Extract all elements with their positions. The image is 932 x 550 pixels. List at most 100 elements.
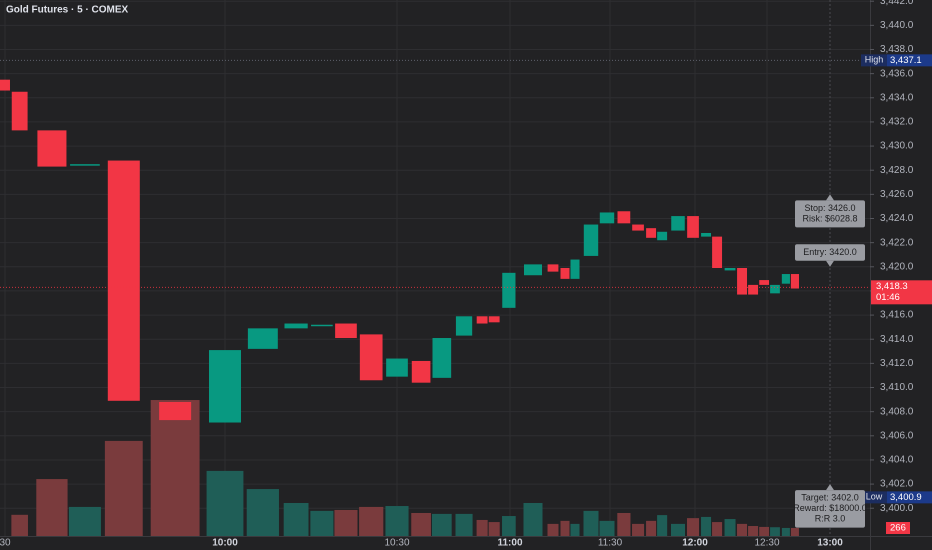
volume-bar bbox=[36, 479, 68, 536]
high-badge bbox=[861, 54, 887, 67]
candle-body bbox=[687, 216, 699, 238]
x-tick-label: 12:30 bbox=[754, 538, 779, 549]
candle-body bbox=[657, 231, 668, 241]
candle-body bbox=[488, 316, 500, 323]
volume-bar bbox=[411, 512, 431, 536]
y-tick-label: 3,440.0 bbox=[880, 20, 914, 31]
candle-body bbox=[570, 259, 580, 279]
volume-bar bbox=[737, 523, 748, 536]
y-tick-label: 3,432.0 bbox=[880, 117, 914, 128]
target-box bbox=[795, 490, 865, 528]
volume-bar bbox=[310, 510, 334, 536]
candle-body bbox=[455, 316, 473, 336]
candle-body bbox=[247, 328, 278, 349]
candle-body bbox=[209, 350, 241, 423]
high-value: 3,437.1 bbox=[890, 55, 922, 66]
candle-body bbox=[790, 274, 799, 289]
y-tick-label: 3,410.0 bbox=[880, 382, 914, 393]
volume-bar bbox=[646, 520, 657, 536]
low-value: 3,400.9 bbox=[890, 492, 922, 503]
y-tick-label: 3,404.0 bbox=[880, 455, 914, 466]
candle-body bbox=[724, 268, 736, 271]
volume-bar bbox=[657, 515, 668, 536]
y-tick-label: 3,400.0 bbox=[880, 503, 914, 514]
target-text: Reward: $18000.0 bbox=[793, 503, 867, 513]
volume-bar bbox=[781, 527, 790, 536]
volume-bar bbox=[246, 489, 279, 536]
candle-body bbox=[411, 360, 431, 383]
stop-text: Risk: $6028.8 bbox=[802, 213, 857, 223]
candle-body bbox=[737, 268, 748, 295]
volume-bar bbox=[770, 527, 780, 536]
volume-bar bbox=[560, 520, 570, 536]
candle-body bbox=[0, 79, 10, 91]
last-volume-badge bbox=[886, 522, 910, 534]
x-tick-label: 12:00 bbox=[682, 538, 708, 549]
volume-bar bbox=[599, 520, 615, 536]
volume-bar bbox=[206, 470, 244, 536]
candle-body bbox=[11, 91, 28, 131]
volume-bar bbox=[431, 513, 452, 536]
plot-area bbox=[0, 79, 799, 536]
y-tick-label: 3,416.0 bbox=[880, 310, 914, 321]
volume-bar bbox=[150, 400, 200, 536]
candle-body bbox=[432, 338, 452, 378]
volume-bar bbox=[455, 513, 473, 536]
x-tick-label: 13:00 bbox=[817, 538, 843, 549]
volume-bar bbox=[701, 516, 712, 536]
last-price-badge bbox=[871, 280, 932, 305]
candle-body bbox=[712, 236, 723, 268]
grid bbox=[0, 0, 870, 536]
x-tick-label: 11:00 bbox=[497, 538, 522, 549]
x-tick-label: 30 bbox=[0, 538, 11, 549]
candle-body bbox=[335, 323, 357, 339]
entry-box bbox=[795, 244, 865, 261]
y-tick-label: 3,408.0 bbox=[880, 406, 914, 417]
candle-body bbox=[524, 264, 542, 276]
candle-body bbox=[502, 272, 516, 308]
chart-title: Gold Futures · 5 · COMEX bbox=[6, 5, 129, 16]
candle-body bbox=[359, 334, 383, 381]
volume-bar bbox=[687, 518, 700, 536]
volume-bar bbox=[632, 523, 645, 536]
candle-body bbox=[617, 211, 631, 224]
volume-bar bbox=[359, 506, 384, 536]
target-pointer bbox=[826, 484, 834, 491]
y-tick-label: 3,438.0 bbox=[880, 44, 914, 55]
volume-bar bbox=[385, 506, 409, 536]
candle-body bbox=[646, 228, 657, 238]
low-label: Low bbox=[866, 492, 883, 502]
volume-bar bbox=[724, 519, 736, 536]
y-tick-label: 3,436.0 bbox=[880, 68, 914, 79]
candle-body bbox=[599, 212, 615, 224]
candle-body bbox=[311, 324, 333, 327]
entry-pointer bbox=[826, 260, 834, 267]
volume-bar bbox=[759, 526, 770, 536]
x-tick-label: 10:30 bbox=[384, 538, 409, 549]
candle-body bbox=[671, 216, 685, 231]
overlay: High 3,437.1 Low 3,400.9 3,418.301:46 266 Stop… bbox=[0, 54, 932, 534]
volume-bar bbox=[334, 509, 358, 536]
volume-bar bbox=[748, 526, 759, 536]
candle-body bbox=[781, 274, 790, 284]
stop-pointer bbox=[826, 194, 834, 201]
y-tick-label: 3,414.0 bbox=[880, 334, 914, 345]
target-text: Target: 3402.0 bbox=[801, 493, 859, 503]
volume-bar bbox=[712, 522, 723, 536]
y-tick-label: 3,402.0 bbox=[880, 479, 914, 490]
low-value-badge bbox=[887, 491, 932, 504]
candle-body bbox=[701, 232, 712, 237]
candle-body bbox=[759, 280, 770, 285]
candle-body bbox=[560, 268, 570, 279]
volume-bar bbox=[68, 506, 101, 536]
y-tick-label: 3,406.0 bbox=[880, 430, 914, 441]
volume-bar bbox=[583, 510, 599, 536]
candle-body bbox=[159, 402, 192, 421]
low-badge bbox=[861, 491, 887, 504]
candle-body bbox=[70, 164, 100, 166]
volume-bar bbox=[790, 527, 799, 536]
y-tick-label: 3,422.0 bbox=[880, 237, 914, 248]
stop-text: Stop: 3426.0 bbox=[804, 203, 855, 213]
